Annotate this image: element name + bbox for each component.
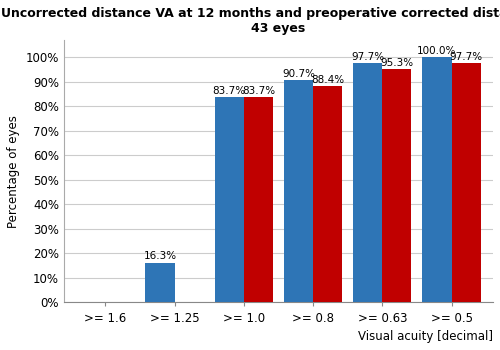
Y-axis label: Percentage of eyes: Percentage of eyes — [7, 115, 20, 228]
X-axis label: Visual acuity [decimal]: Visual acuity [decimal] — [358, 330, 493, 343]
Text: 88.4%: 88.4% — [311, 75, 344, 85]
Bar — [422, 57, 452, 302]
Title: Uncorrected distance VA at 12 months and preoperative corrected distance VA
43 e: Uncorrected distance VA at 12 months and… — [2, 7, 500, 35]
Text: 83.7%: 83.7% — [212, 86, 246, 96]
Bar — [382, 69, 412, 302]
Bar — [146, 262, 174, 302]
Text: 100.0%: 100.0% — [418, 46, 457, 56]
Text: 97.7%: 97.7% — [351, 52, 384, 62]
Bar — [284, 80, 313, 302]
Bar — [452, 63, 480, 302]
Text: 90.7%: 90.7% — [282, 69, 315, 79]
Bar — [244, 97, 273, 302]
Text: 95.3%: 95.3% — [380, 58, 414, 68]
Bar — [313, 86, 342, 302]
Bar — [214, 97, 244, 302]
Bar — [353, 63, 382, 302]
Text: 83.7%: 83.7% — [242, 86, 275, 96]
Text: 16.3%: 16.3% — [144, 251, 176, 261]
Text: 97.7%: 97.7% — [450, 52, 482, 62]
